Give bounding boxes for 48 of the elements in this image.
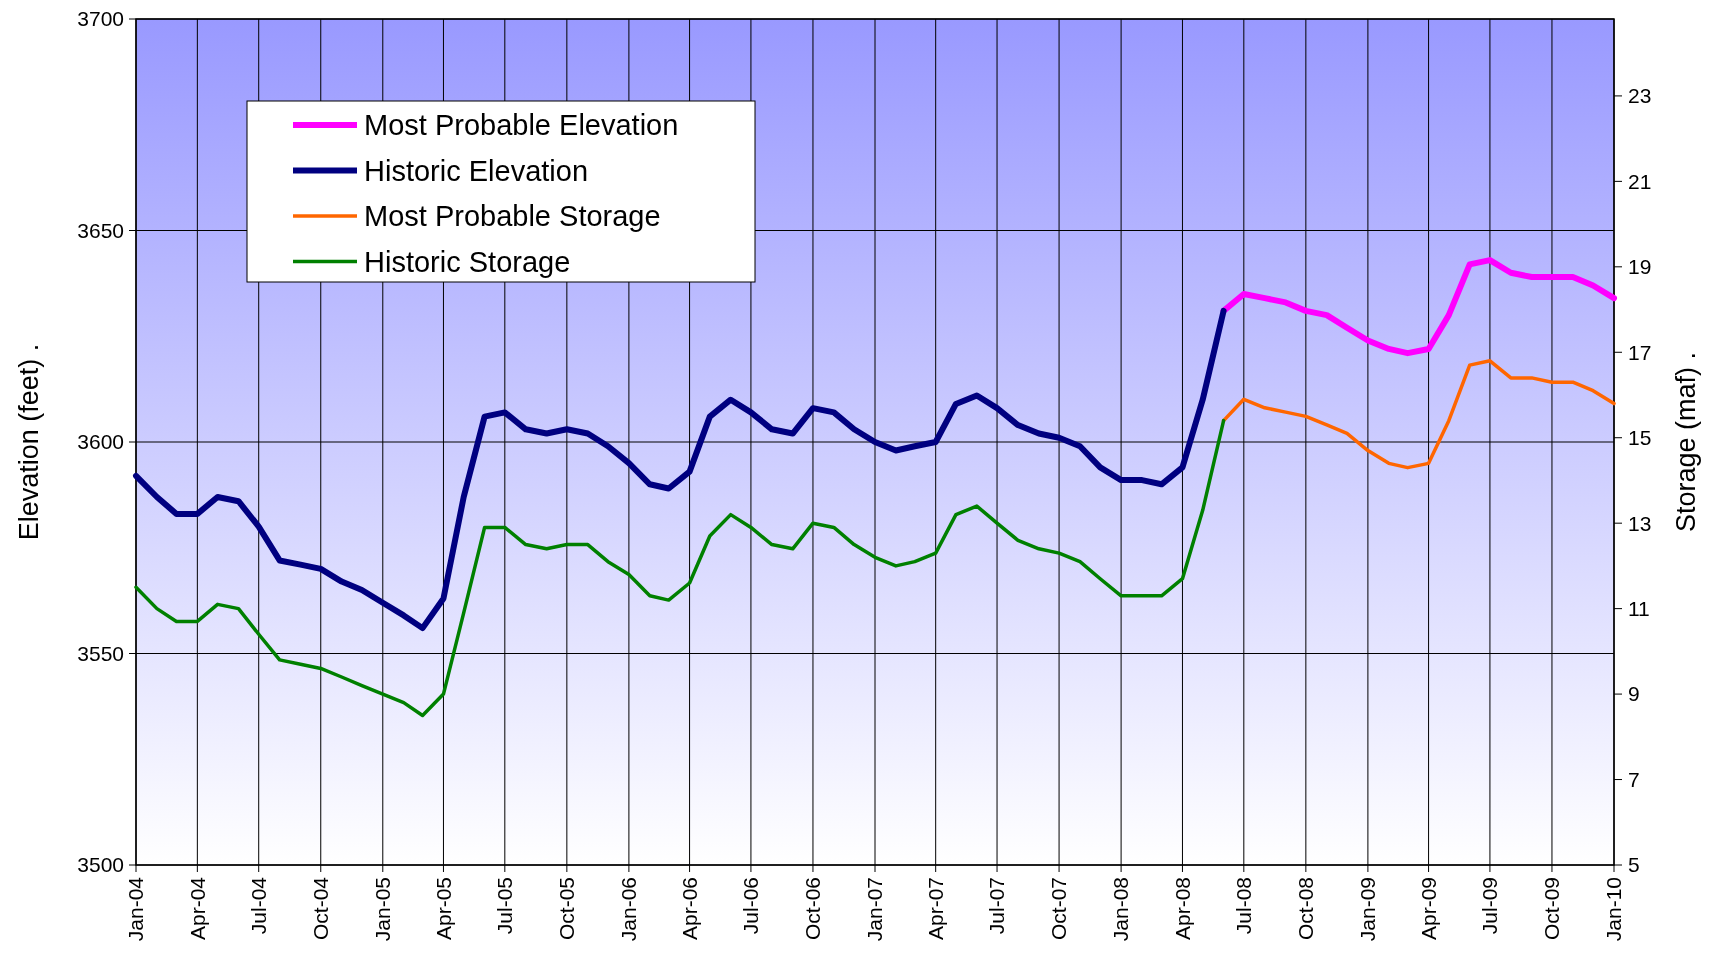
x-tick-label: Apr-08 (1170, 877, 1194, 941)
y-tick-label: 3500 (77, 853, 124, 877)
y2-tick-label: 21 (1628, 169, 1652, 193)
y-tick-label: 3650 (77, 218, 124, 242)
y2-tick-label: 19 (1628, 255, 1652, 279)
x-tick-label: Jan-10 (1602, 877, 1626, 942)
y2-tick-label: 11 (1628, 596, 1650, 620)
y2-axis-title: Storage (maf) . (1671, 351, 1701, 533)
y2-tick-label: 13 (1628, 511, 1652, 535)
x-tick-label: Jan-05 (371, 877, 395, 942)
x-tick-label: Oct-05 (555, 877, 579, 941)
x-tick-label: Oct-04 (309, 876, 333, 941)
x-tick-label: Jul-04 (247, 876, 271, 935)
y2-tick-label: 9 (1628, 682, 1640, 706)
x-tick-label: Apr-05 (431, 877, 455, 941)
x-tick-label: Oct-07 (1047, 877, 1071, 941)
legend-label: Most Probable Elevation (364, 109, 679, 142)
y-tick-label: 3600 (77, 430, 124, 454)
y2-tick-label: 23 (1628, 84, 1652, 108)
x-tick-label: Jul-08 (1232, 877, 1256, 935)
x-tick-label: Jan-08 (1109, 877, 1133, 942)
x-tick-label: Oct-08 (1294, 877, 1318, 941)
legend-label: Most Probable Storage (364, 200, 661, 233)
x-tick-label: Jul-07 (985, 877, 1009, 935)
y2-tick-label: 5 (1628, 853, 1640, 877)
x-tick-label: Oct-09 (1540, 877, 1564, 941)
x-tick-label: Jan-06 (617, 877, 641, 942)
y-tick-label: 3550 (77, 641, 124, 665)
x-tick-label: Jan-04 (124, 876, 148, 942)
x-tick-label: Jul-05 (493, 877, 517, 935)
y-axis-title: Elevation (feet) . (14, 343, 44, 541)
x-tick-label: Oct-06 (801, 877, 825, 941)
y-tick-label: 3700 (77, 7, 124, 31)
x-tick-label: Apr-06 (677, 877, 701, 941)
x-tick-label: Jul-06 (739, 877, 763, 935)
x-tick-label: Apr-07 (924, 877, 948, 941)
x-tick-label: Jan-09 (1356, 877, 1380, 942)
x-tick-label: Apr-09 (1416, 877, 1440, 941)
line-series (134, 418, 1226, 718)
y2-tick-label: 7 (1628, 767, 1640, 791)
legend-label: Historic Storage (364, 245, 571, 278)
y2-tick-label: 17 (1628, 340, 1652, 364)
x-tick-label: Jul-09 (1478, 877, 1502, 935)
y2-tick-label: 15 (1628, 426, 1652, 450)
line-series (1221, 359, 1616, 470)
x-tick-label: Apr-04 (185, 876, 209, 941)
x-tick-label: Jan-07 (863, 877, 887, 942)
legend-label: Historic Elevation (364, 154, 589, 187)
